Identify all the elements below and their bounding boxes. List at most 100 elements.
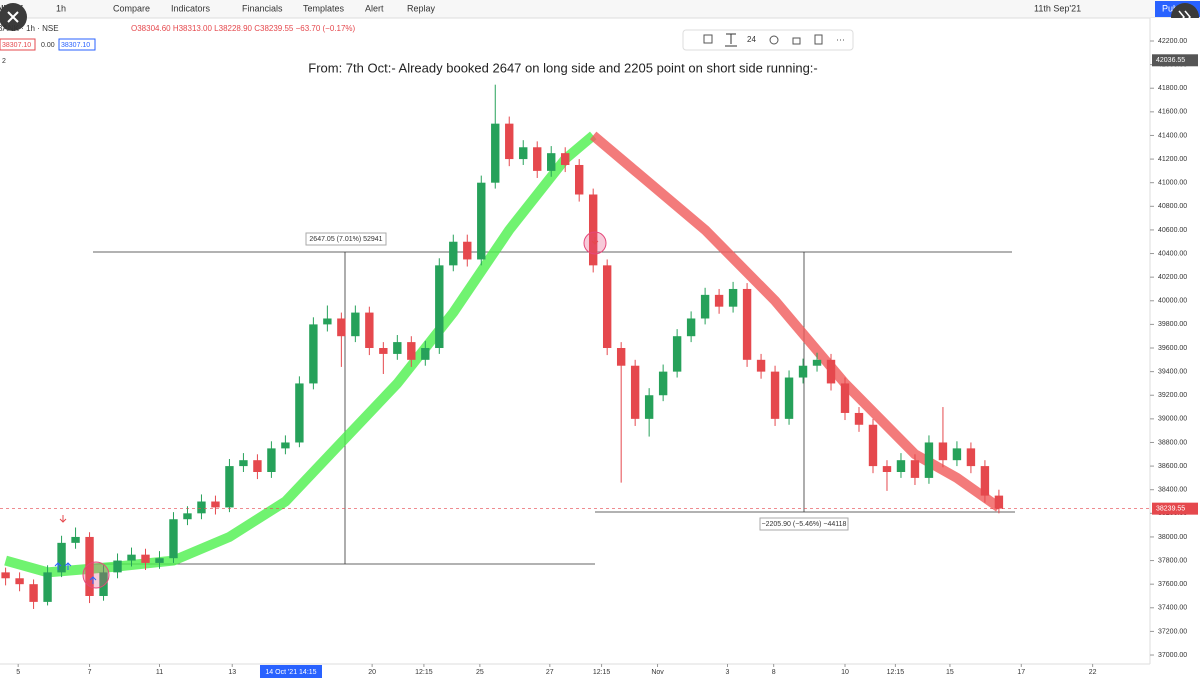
x-tick-label: 11 <box>156 669 163 676</box>
candle-body <box>351 312 360 337</box>
y-tick-label: 39400.00 <box>1158 368 1187 375</box>
candle-body <box>882 466 892 472</box>
series <box>1 84 1004 609</box>
candle-body <box>463 241 472 260</box>
signal-arrow <box>59 515 67 523</box>
y-tick-label: 40600.00 <box>1158 227 1187 234</box>
template-icon[interactable] <box>703 34 713 44</box>
financials-button[interactable]: Financials <box>242 3 283 13</box>
x-tick-label: 22 <box>1089 669 1097 676</box>
y-tick-label: 37000.00 <box>1158 652 1187 659</box>
candle-body <box>896 460 906 472</box>
more-icon[interactable]: ··· <box>836 34 845 44</box>
price-label: 42036.55 <box>1156 57 1185 64</box>
measure-label: −2205.90 (−5.46%) −44118 <box>762 521 847 528</box>
price-box-text: 38307.10 <box>2 42 31 49</box>
candle-body <box>966 448 976 467</box>
price-box <box>0 38 36 51</box>
buy-signal <box>82 561 110 589</box>
candle-body <box>477 182 486 260</box>
candle-body <box>211 501 220 508</box>
candle-body <box>113 560 122 573</box>
candle-body <box>281 442 290 449</box>
candle-body <box>379 348 388 354</box>
candle-body <box>924 442 934 478</box>
y-tick-label: 41800.00 <box>1158 85 1187 92</box>
templates-button[interactable]: Templates <box>303 3 345 13</box>
y-tick-label: 41400.00 <box>1158 132 1187 139</box>
candle-body <box>99 572 108 596</box>
indicators-button[interactable]: Indicators <box>171 3 211 13</box>
x-tick-label: 27 <box>546 669 554 676</box>
candle-body <box>602 265 612 349</box>
candle-body <box>742 288 752 360</box>
x-tick-label: 25 <box>476 669 484 676</box>
candle-body <box>980 466 990 496</box>
price-box <box>58 38 96 51</box>
candle-body <box>323 318 332 325</box>
delete-icon[interactable] <box>814 34 823 45</box>
candle-body <box>71 536 80 543</box>
x-tick-label: 5 <box>16 669 20 676</box>
x-tick-label: 8 <box>772 669 776 676</box>
x-tick-label: 13 <box>228 669 236 676</box>
candle-body <box>169 519 178 559</box>
candle-body <box>812 359 822 366</box>
indicator-count[interactable]: 2 <box>2 58 6 65</box>
y-tick-label: 41600.00 <box>1158 109 1187 116</box>
candle-body <box>267 448 276 472</box>
candle-body <box>840 383 850 413</box>
candle-body <box>854 412 864 425</box>
candle-body <box>630 365 640 419</box>
y-tick-label: 37200.00 <box>1158 628 1187 635</box>
y-tick-label: 37600.00 <box>1158 581 1187 588</box>
candle-body <box>686 318 696 337</box>
candle-body <box>393 342 402 354</box>
settings-icon[interactable] <box>769 35 779 45</box>
y-tick-label: 40200.00 <box>1158 274 1187 281</box>
y-tick-label: 38600.00 <box>1158 463 1187 470</box>
y-tick-label: 41000.00 <box>1158 180 1187 187</box>
price-box-text: 38307.10 <box>61 42 90 49</box>
candle-body <box>43 572 52 602</box>
text-icon[interactable] <box>725 33 737 47</box>
replay-button[interactable]: Replay <box>407 3 436 13</box>
candle-body <box>798 365 808 378</box>
candle-body <box>183 513 192 520</box>
candle-body <box>952 448 962 461</box>
font-size-button[interactable]: 24 <box>747 35 756 44</box>
ma-ribbon <box>589 131 1002 512</box>
candle-body <box>784 377 794 419</box>
date-button[interactable]: 11th Sep'21 <box>1034 3 1081 13</box>
candle-body <box>337 318 346 337</box>
candle-body <box>1 572 10 579</box>
candle-body <box>421 348 430 360</box>
candle-body <box>561 153 570 165</box>
y-tick-label: 42200.00 <box>1158 38 1187 45</box>
measure-drawings <box>93 251 1015 565</box>
legend-symbol: NIFTY BANK · 1h · NSE <box>0 24 59 33</box>
crosshair-label-bg <box>259 665 322 678</box>
x-tick-label: 12:15 <box>415 669 433 676</box>
interval-button[interactable]: 1h <box>56 3 66 13</box>
measure-label-box <box>759 517 849 531</box>
x-tick-label: Nov <box>651 669 664 676</box>
alert-button[interactable]: Alert <box>365 3 384 13</box>
chart-annotation-title: From: 7th Oct:- Already booked 2647 on l… <box>308 60 818 75</box>
x-tick-label: 17 <box>1017 669 1025 676</box>
close-icon <box>7 11 19 23</box>
candle-body <box>575 164 584 195</box>
x-tick-label: 7 <box>88 669 92 676</box>
x-tick-label: 20 <box>368 669 376 676</box>
lock-icon[interactable] <box>792 37 801 45</box>
y-tick-label: 38800.00 <box>1158 439 1187 446</box>
y-tick-label: 38400.00 <box>1158 487 1187 494</box>
x-tick-label: 15 <box>946 669 954 676</box>
candle-body <box>658 371 668 396</box>
compare-button[interactable]: Compare <box>113 3 150 13</box>
crosshair-label: 14 Oct '21 14:15 <box>265 669 316 676</box>
signal-arrow <box>591 237 599 245</box>
ma-ribbon <box>4 131 597 578</box>
candle-body <box>435 265 444 349</box>
